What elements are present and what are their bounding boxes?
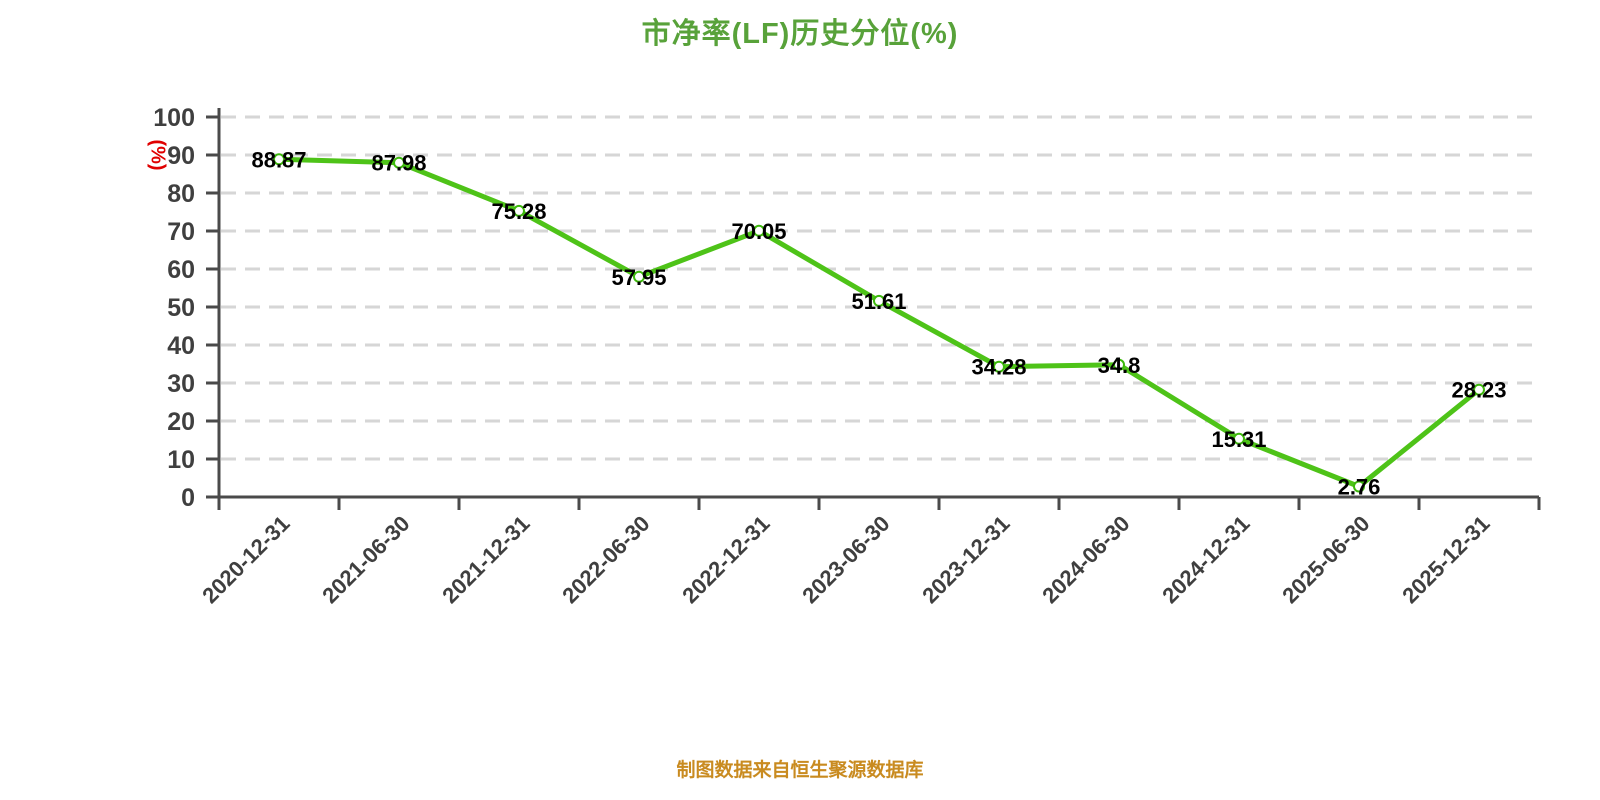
- data-point-marker[interactable]: [1473, 383, 1485, 396]
- x-axis-tick-label: 2021-06-30: [317, 511, 414, 608]
- data-source-note: 制图数据来自恒生聚源数据库: [676, 760, 924, 781]
- data-point-value-label: 2.76: [1338, 475, 1381, 500]
- data-point-value-label: 34.28: [971, 355, 1026, 380]
- y-axis-tick-label: 60: [167, 256, 195, 284]
- y-axis-tick-label: 0: [181, 484, 195, 512]
- y-axis-unit-label: (%): [147, 139, 169, 170]
- y-axis-tick-label: 10: [167, 446, 195, 474]
- x-axis-tick-label: 2022-12-31: [677, 511, 774, 608]
- data-point-value-label: 75.28: [491, 199, 546, 224]
- data-point-marker[interactable]: [393, 156, 405, 169]
- y-axis-tick-label: 40: [167, 332, 195, 360]
- y-axis-tick-label: 90: [167, 142, 195, 170]
- data-point-marker[interactable]: [1113, 358, 1125, 371]
- data-point-value-label: 70.05: [731, 219, 786, 244]
- data-point-value-label: 87.98: [371, 151, 426, 176]
- data-point-value-label: 51.61: [851, 289, 906, 314]
- y-axis-tick-label: 30: [167, 370, 195, 398]
- y-axis-tick-label: 70: [167, 218, 195, 246]
- x-axis-tick-label: 2021-12-31: [437, 511, 534, 608]
- y-axis-tick-label: 80: [167, 180, 195, 208]
- data-point-value-label: 15.31: [1211, 427, 1266, 452]
- data-point-value-label: 34.8: [1098, 353, 1141, 378]
- x-axis-tick-label: 2023-12-31: [917, 511, 1014, 608]
- data-point-marker[interactable]: [993, 360, 1005, 373]
- y-axis-tick-label: 100: [153, 104, 195, 132]
- data-point-marker[interactable]: [1353, 480, 1365, 493]
- series-line: [276, 156, 1482, 489]
- data-point-marker[interactable]: [873, 294, 885, 307]
- y-axis-tick-label: 20: [167, 408, 195, 436]
- chart-title: 市净率(LF)历史分位(%): [641, 18, 959, 50]
- x-axis-tick-label: 2020-12-31: [197, 511, 294, 608]
- x-axis-tick-label: 2024-06-30: [1037, 511, 1134, 608]
- data-point-marker[interactable]: [513, 204, 525, 217]
- data-point-marker[interactable]: [1233, 432, 1245, 445]
- x-axis-tick-label: 2023-06-30: [797, 511, 894, 608]
- x-axis-tick-label: 2025-12-31: [1397, 511, 1494, 608]
- data-point-marker[interactable]: [633, 270, 645, 283]
- x-axis-tick-label: 2022-06-30: [557, 511, 654, 608]
- data-point-value-label: 28.23: [1451, 378, 1506, 403]
- data-point-marker[interactable]: [753, 224, 765, 237]
- data-point-value-label: 88.87: [251, 147, 306, 172]
- x-axis-tick-label: 2025-06-30: [1277, 511, 1374, 608]
- x-axis-tick-label: 2024-12-31: [1157, 511, 1254, 608]
- data-point-value-label: 57.95: [611, 265, 666, 290]
- y-axis-tick-label: 50: [167, 294, 195, 322]
- data-point-marker[interactable]: [273, 153, 285, 166]
